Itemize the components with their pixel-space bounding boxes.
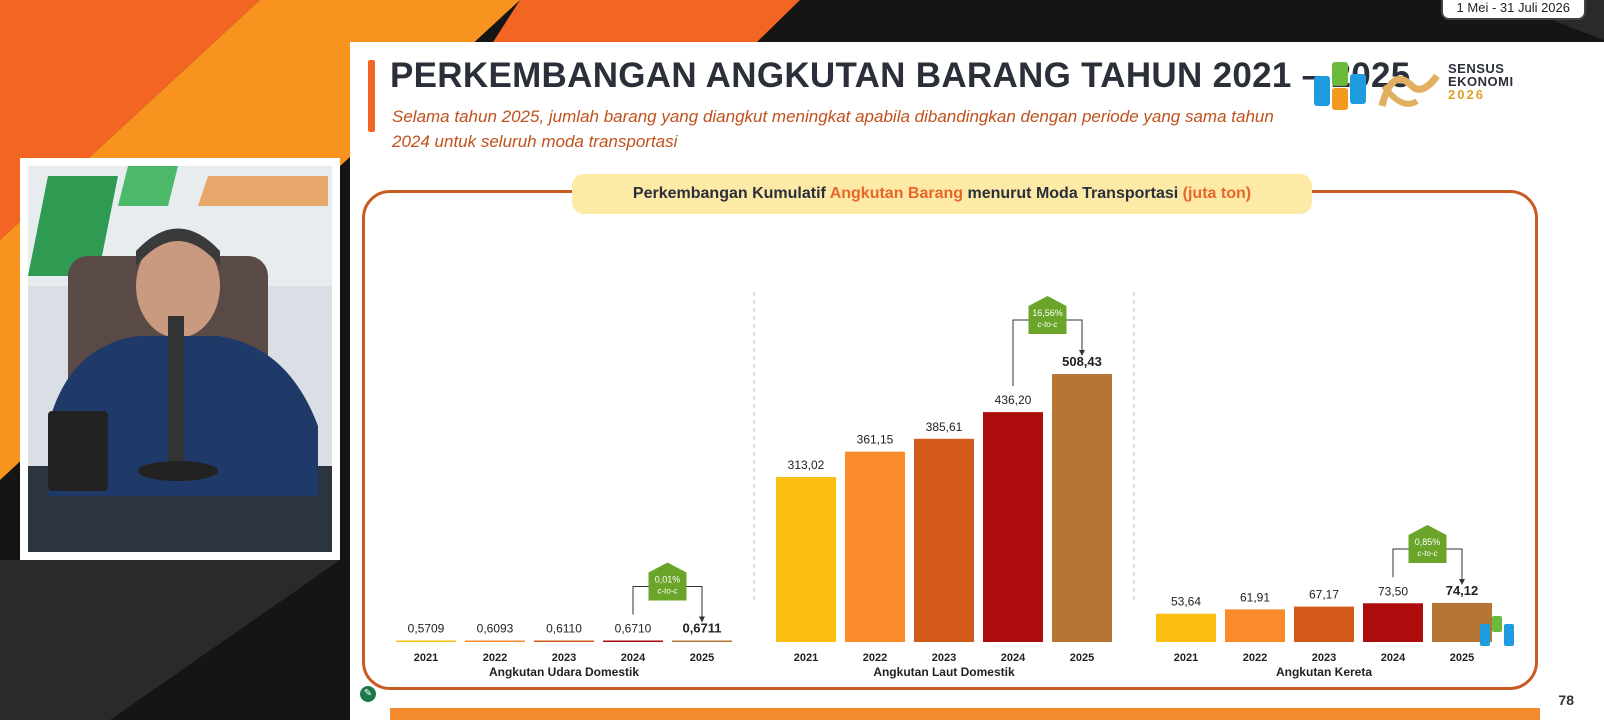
- date-range-pill: 1 Mei - 31 Juli 2026: [1440, 0, 1586, 20]
- year-tick-1-2025: 2025: [690, 652, 714, 664]
- value-label-3-2022: 61,91: [1240, 590, 1270, 604]
- bar-3-2021: [1156, 613, 1216, 642]
- year-tick-2-2022: 2022: [863, 652, 887, 664]
- watermark-logo-icon-b: [1492, 616, 1502, 632]
- year-tick-3-2021: 2021: [1174, 652, 1198, 664]
- bar-1-2022: [465, 640, 525, 642]
- presenter-image: [28, 166, 332, 552]
- bar-3-2023: [1294, 606, 1354, 642]
- bottom-accent-strip: [390, 708, 1540, 720]
- year-tick-3-2023: 2023: [1312, 652, 1336, 664]
- value-label-3-2025: 74,12: [1446, 583, 1479, 598]
- growth-arrowhead-1: [699, 616, 705, 623]
- sensus-ekonomi-logo-text: SENSUS EKONOMI 2026: [1448, 62, 1514, 101]
- slide-subtitle: Selama tahun 2025, jumlah barang yang di…: [392, 107, 1274, 151]
- presentation-slide: PERKEMBANGAN ANGKUTAN BARANG TAHUN 2021 …: [350, 42, 1604, 720]
- growth-label-3: c-to-c: [1418, 549, 1438, 558]
- growth-connector-right-2: [1066, 319, 1083, 355]
- bar-chart: 0,5709 2021 0,6093 2022 0,6110 2023 0,6710 2024…: [396, 292, 1514, 679]
- growth-connector-left-1: [632, 586, 649, 615]
- logo-line1: SENSUS: [1448, 61, 1505, 76]
- chart-title-highlight: Angkutan Barang: [829, 185, 964, 202]
- bar-1-2024: [603, 640, 663, 642]
- value-label-1-2025: 0,6711: [682, 621, 721, 636]
- growth-label-2: c-to-c: [1038, 320, 1058, 329]
- year-tick-1-2021: 2021: [414, 652, 438, 664]
- logo-area: SENSUS EKONOMI 2026: [1312, 56, 1572, 118]
- growth-arrowhead-2: [1079, 350, 1085, 357]
- growth-value-1: 0,01%: [655, 575, 681, 585]
- bar-2-2024: [983, 412, 1043, 642]
- growth-connector-left-3: [1392, 548, 1409, 578]
- title-accent-bar: [368, 60, 375, 132]
- value-label-1-2021: 0,5709: [408, 622, 445, 636]
- logo-line2: EKONOMI: [1448, 74, 1514, 89]
- pencil-icon[interactable]: ✎: [360, 686, 376, 702]
- group-label-1: Angkutan Udara Domestik: [489, 665, 639, 679]
- value-label-3-2023: 67,17: [1309, 588, 1339, 602]
- bar-1-2025: [672, 640, 732, 642]
- bar-2-2021: [776, 477, 836, 642]
- bar-2-2022: [845, 451, 905, 642]
- year-tick-3-2024: 2024: [1381, 652, 1406, 664]
- bar-3-2022: [1225, 609, 1285, 642]
- presenter-video: [20, 158, 340, 560]
- growth-label-1: c-to-c: [658, 587, 678, 596]
- value-label-1-2023: 0,6110: [546, 622, 582, 636]
- logo-year: 2026: [1448, 87, 1485, 102]
- watermark-logo-icon-a: [1480, 624, 1490, 646]
- value-label-1-2024: 0,6710: [615, 622, 652, 636]
- bar-3-2024: [1363, 603, 1423, 642]
- growth-value-3: 0,85%: [1415, 537, 1441, 547]
- year-tick-2-2024: 2024: [1001, 652, 1026, 664]
- year-tick-1-2022: 2022: [483, 652, 507, 664]
- growth-badge-2: [1028, 296, 1067, 335]
- value-label-2-2024: 436,20: [995, 393, 1032, 407]
- value-label-2-2021: 313,02: [788, 458, 825, 472]
- slide-title: PERKEMBANGAN ANGKUTAN BARANG TAHUN 2021 …: [390, 56, 1411, 95]
- growth-connector-left-2: [1012, 319, 1029, 387]
- chart-title-part1: Perkembangan Kumulatif: [632, 185, 830, 202]
- chart-title-part3: menurut Moda Transportasi: [963, 185, 1183, 202]
- bps-logo-icon: [1314, 62, 1440, 110]
- year-tick-1-2024: 2024: [621, 652, 646, 664]
- video-feed: [28, 166, 332, 552]
- watermark-logo-icon-c: [1504, 624, 1514, 646]
- value-label-3-2024: 73,50: [1378, 584, 1408, 598]
- page-number: 78: [1558, 692, 1574, 708]
- bar-1-2023: [534, 640, 594, 642]
- growth-connector-right-3: [1446, 548, 1463, 583]
- growth-arrowhead-3: [1459, 578, 1465, 585]
- group-label-3: Angkutan Kereta: [1276, 665, 1372, 679]
- group-label-2: Angkutan Laut Domestik: [873, 665, 1015, 679]
- bar-2-2023: [914, 438, 974, 642]
- year-tick-2-2021: 2021: [794, 652, 818, 664]
- value-label-2-2022: 361,15: [857, 433, 894, 447]
- year-tick-2-2025: 2025: [1070, 652, 1094, 664]
- bar-1-2021: [396, 640, 456, 642]
- growth-badge-1: [648, 562, 687, 601]
- value-label-3-2021: 53,64: [1171, 595, 1201, 609]
- value-label-1-2022: 0,6093: [477, 622, 514, 636]
- chart-title: Perkembangan Kumulatif Angkutan Barang m…: [572, 174, 1312, 214]
- growth-badge-3: [1408, 524, 1447, 563]
- bar-2-2025: [1052, 374, 1112, 642]
- value-label-2-2025: 508,43: [1062, 354, 1102, 369]
- year-tick-2-2023: 2023: [932, 652, 956, 664]
- growth-value-2: 16,56%: [1032, 308, 1063, 318]
- year-tick-3-2025: 2025: [1450, 652, 1474, 664]
- year-tick-3-2022: 2022: [1243, 652, 1267, 664]
- chart-title-unit: (juta ton): [1182, 185, 1252, 202]
- growth-connector-right-1: [686, 586, 703, 621]
- year-tick-1-2023: 2023: [552, 652, 576, 664]
- value-label-2-2023: 385,61: [926, 420, 963, 434]
